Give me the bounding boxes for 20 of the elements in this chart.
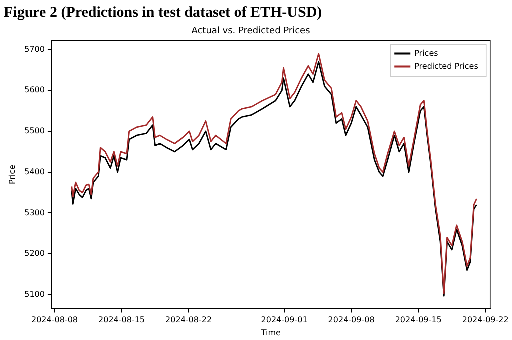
x-tick-label: 2024-08-08: [32, 316, 78, 325]
legend-label: Prices: [414, 48, 438, 58]
y-tick-label: 5600: [24, 86, 45, 95]
x-axis-title: Time: [260, 328, 282, 338]
y-axis-title: Price: [8, 164, 17, 185]
y-tick-label: 5400: [24, 167, 45, 176]
x-tick-label: 2024-08-15: [98, 316, 146, 325]
x-tick-label: 2024-09-22: [462, 316, 509, 325]
chart-title: Figure 2 (Predictions in test dataset of ETH-USD): [4, 4, 322, 21]
x-tick-label: 2024-09-08: [328, 316, 375, 325]
legend-label: Predicted Prices: [414, 62, 478, 71]
x-tick-label: 2024-09-15: [395, 316, 442, 325]
x-tick-label: 2024-09-01: [261, 316, 308, 325]
y-tick-label: 5200: [24, 249, 45, 258]
y-tick-label: 5100: [24, 290, 45, 299]
y-tick-label: 5300: [24, 208, 45, 218]
y-tick-label: 5700: [24, 44, 45, 54]
x-tick-label: 2024-08-22: [166, 316, 212, 325]
y-tick-label: 5500: [24, 126, 45, 136]
chart-subtitle: Actual vs. Predicted Prices: [192, 26, 311, 37]
